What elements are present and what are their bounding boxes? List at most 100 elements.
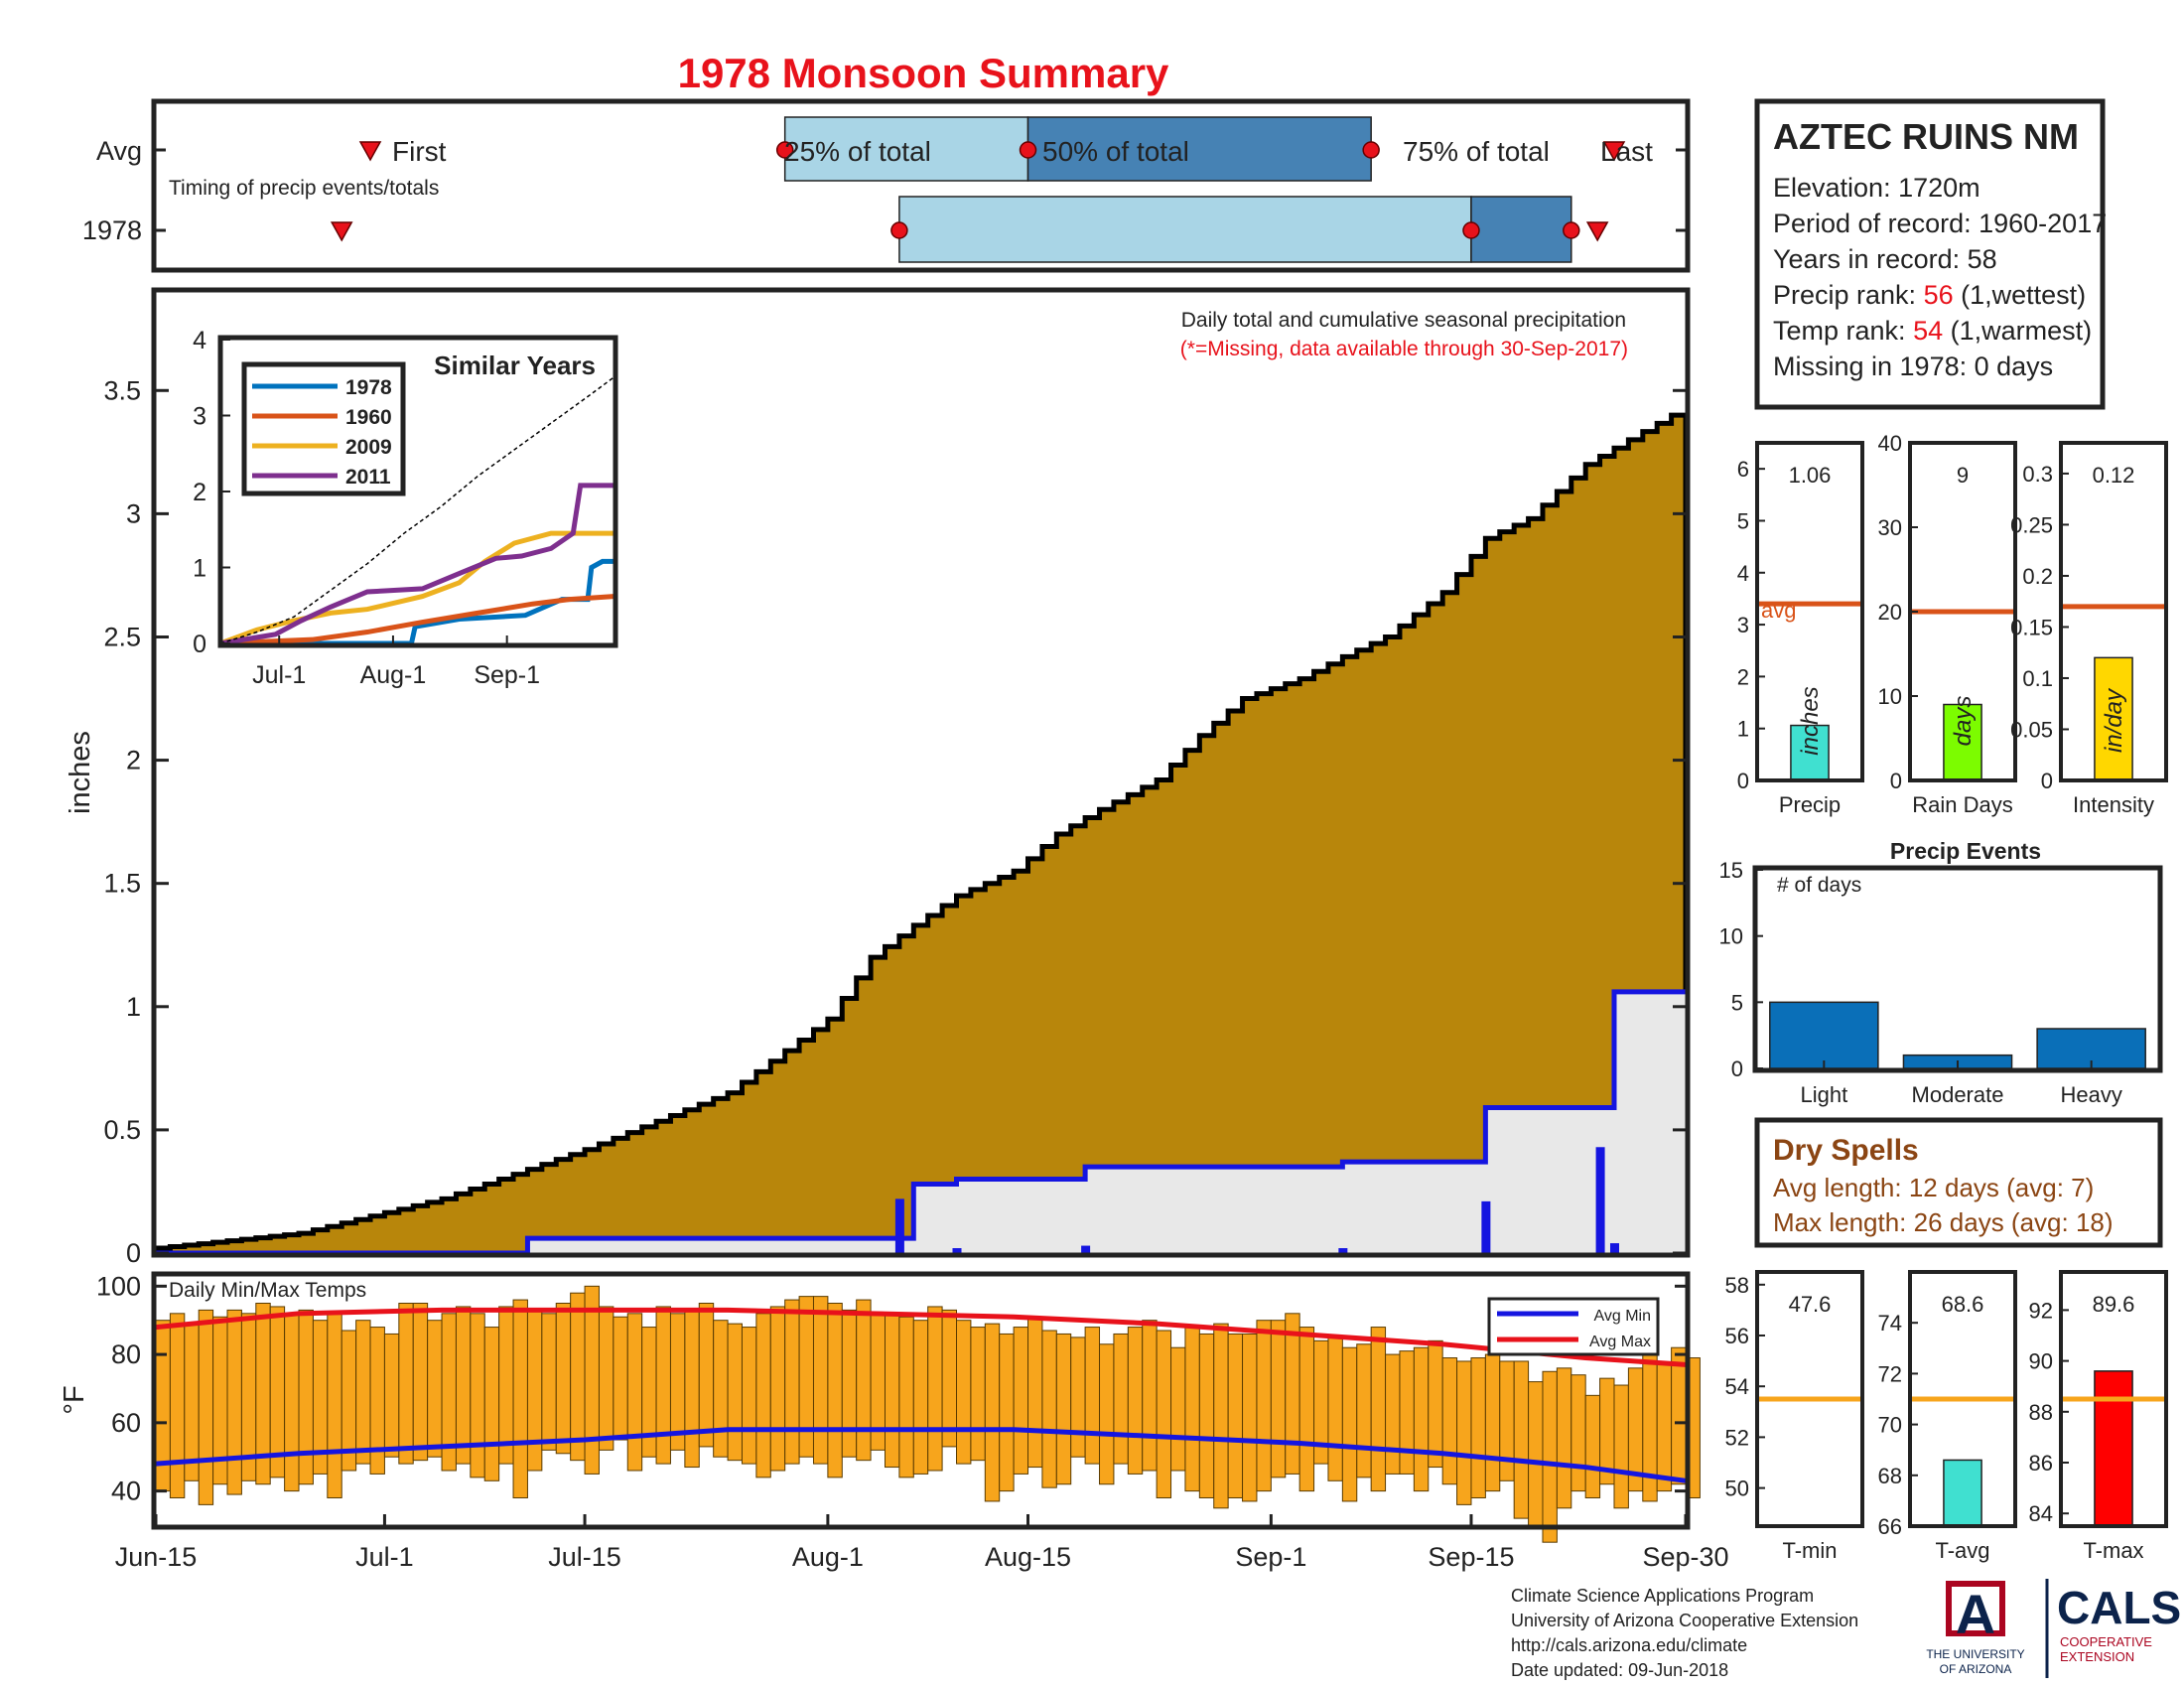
panel-ytick-label: 56 xyxy=(1725,1324,1749,1348)
footer-line3: http://cals.arizona.edu/climate xyxy=(1511,1635,1747,1655)
main-ytick-label: 3.5 xyxy=(103,375,141,405)
station-elevation: Elevation: 1720m xyxy=(1773,173,1980,203)
panel-ytick-label: 0.25 xyxy=(2010,512,2053,537)
panel-unit-label: inches xyxy=(1797,686,1824,755)
avg-p25-marker xyxy=(775,141,794,159)
daily-temp-bar xyxy=(784,1299,800,1465)
y1978-daily-bar xyxy=(1081,1245,1091,1253)
events-ytick-label: 5 xyxy=(1731,990,1743,1015)
daily-temp-bar xyxy=(1613,1384,1629,1509)
daily-temp-bar xyxy=(1456,1360,1472,1505)
footer-line2: University of Arizona Cooperative Extens… xyxy=(1511,1611,1858,1630)
avg-p50-marker xyxy=(1019,141,1037,159)
panel-value-label: 0.12 xyxy=(2093,463,2135,488)
panel-ytick-label: 4 xyxy=(1737,561,1749,586)
main-ytick-label: 2.5 xyxy=(103,622,141,651)
daily-temp-bar xyxy=(741,1327,757,1465)
xtick-label: Sep-1 xyxy=(1235,1542,1306,1572)
main-ytick-label: 3 xyxy=(126,498,141,528)
avg-bar-25-50 xyxy=(783,116,1029,182)
daily-temp-bar xyxy=(684,1309,700,1469)
panel-frame xyxy=(1908,1270,2017,1528)
daily-temp-bar xyxy=(1198,1333,1215,1498)
main-ytick-label: 2 xyxy=(126,746,141,775)
events-ytick-label: 0 xyxy=(1731,1056,1743,1081)
panel-frame xyxy=(2059,1270,2168,1528)
daily-temp-bar xyxy=(427,1320,443,1458)
avg-max-line xyxy=(155,1307,1687,1367)
daily-temp-bar xyxy=(884,1313,900,1469)
panel-xlabel: T-avg xyxy=(1935,1538,1989,1563)
daily-temp-bar xyxy=(1055,1333,1072,1485)
daily-temp-bar xyxy=(1356,1343,1372,1478)
xtick-label: Aug-1 xyxy=(792,1542,864,1572)
daily-temp-bar xyxy=(984,1323,1001,1502)
panel-raindays: 0 10 20 30 40 9 Rain Days days xyxy=(1878,431,2017,817)
ua-logo: A THE UNIVERSITY OF ARIZONA xyxy=(1926,1581,2025,1676)
y1978-bar-25-50 xyxy=(898,196,1472,263)
panel-xlabel: T-min xyxy=(1783,1538,1838,1563)
daily-temp-bar xyxy=(269,1306,286,1478)
daily-temp-bar xyxy=(1298,1327,1315,1492)
main-ytick-label: 0 xyxy=(126,1238,141,1268)
inset-series-line xyxy=(219,530,614,646)
inset-legend: 1978 1960 2009 2011 xyxy=(241,361,406,496)
panel-ytick-label: 52 xyxy=(1725,1425,1749,1450)
daily-temp-bar xyxy=(169,1313,186,1498)
panel-frame xyxy=(1755,1270,1864,1528)
avg-bar-50-75 xyxy=(1026,116,1372,182)
daily-temp-bar xyxy=(1070,1336,1086,1458)
daily-temp-bar xyxy=(298,1309,314,1485)
daily-temp-bar xyxy=(769,1306,786,1472)
daily-temp-bar xyxy=(555,1303,572,1455)
panel-ytick-label: 30 xyxy=(1878,515,1902,540)
daily-temp-bar xyxy=(655,1306,671,1465)
event-bar xyxy=(1769,1001,1879,1069)
main-missing-note: (*=Missing, data available through 30-Se… xyxy=(1180,338,1628,360)
daily-temp-bar xyxy=(956,1320,972,1465)
daily-temp-bar xyxy=(412,1303,429,1462)
daily-temp-bar xyxy=(927,1306,943,1472)
y1978-first-marker xyxy=(330,221,353,242)
daily-temp-bar xyxy=(1370,1327,1387,1492)
daily-temp-bar xyxy=(727,1323,743,1462)
daily-temp-bar xyxy=(941,1309,958,1448)
panel-ytick-label: 20 xyxy=(1878,600,1902,625)
daily-temp-bar xyxy=(713,1320,729,1458)
panel-ytick-label: 88 xyxy=(2029,1400,2053,1425)
footer-line4: Date updated: 09-Jun-2018 xyxy=(1511,1660,1728,1680)
daily-temp-bar xyxy=(198,1309,214,1505)
inset-title: Similar Years xyxy=(434,351,596,380)
daily-temp-bar xyxy=(1441,1357,1458,1485)
dry-spells-box: Dry Spells Avg length: 12 days (avg: 7) … xyxy=(1754,1117,2163,1248)
inset-series-line xyxy=(219,483,614,646)
main-precip-panel: Daily total and cumulative seasonal prec… xyxy=(65,287,1691,1268)
daily-temp-bar xyxy=(1385,1353,1401,1475)
daily-temp-bar xyxy=(327,1313,342,1498)
y1978-daily-bar xyxy=(1609,1243,1619,1253)
daily-temp-bar xyxy=(1184,1327,1200,1492)
panel-frame xyxy=(1755,441,1864,782)
station-years: Years in record: 58 xyxy=(1773,244,1997,274)
inset-series-line xyxy=(219,376,614,644)
panel-value-label: 68.6 xyxy=(1942,1292,1984,1317)
timing-p50-label: 50% of total xyxy=(1042,136,1189,167)
timing-row-1978-label: 1978 xyxy=(82,215,142,245)
y1978-daily-bar xyxy=(952,1248,962,1253)
y1978-p25-marker xyxy=(890,221,908,239)
inset-legend-label: 2011 xyxy=(345,466,391,489)
ua-logo-letter: A xyxy=(1956,1583,1995,1645)
panel-ytick-label: 6 xyxy=(1737,457,1749,482)
temps-ylabel: °F xyxy=(59,1385,90,1414)
daily-temp-bar xyxy=(827,1303,843,1478)
daily-temp-bar xyxy=(669,1313,686,1451)
panel-tmax: 84 86 88 90 92 89.6 T-max xyxy=(2029,1270,2168,1563)
daily-temp-bar xyxy=(1499,1360,1515,1481)
daily-temp-bar xyxy=(1041,1330,1057,1488)
daily-temp-bar xyxy=(1156,1330,1172,1498)
y1978-daily-bar xyxy=(894,1198,904,1253)
panel-ytick-label: 68 xyxy=(1878,1464,1902,1488)
daily-temp-bar xyxy=(483,1327,500,1481)
dry-spells-avg: Avg length: 12 days (avg: 7) xyxy=(1773,1173,2094,1202)
